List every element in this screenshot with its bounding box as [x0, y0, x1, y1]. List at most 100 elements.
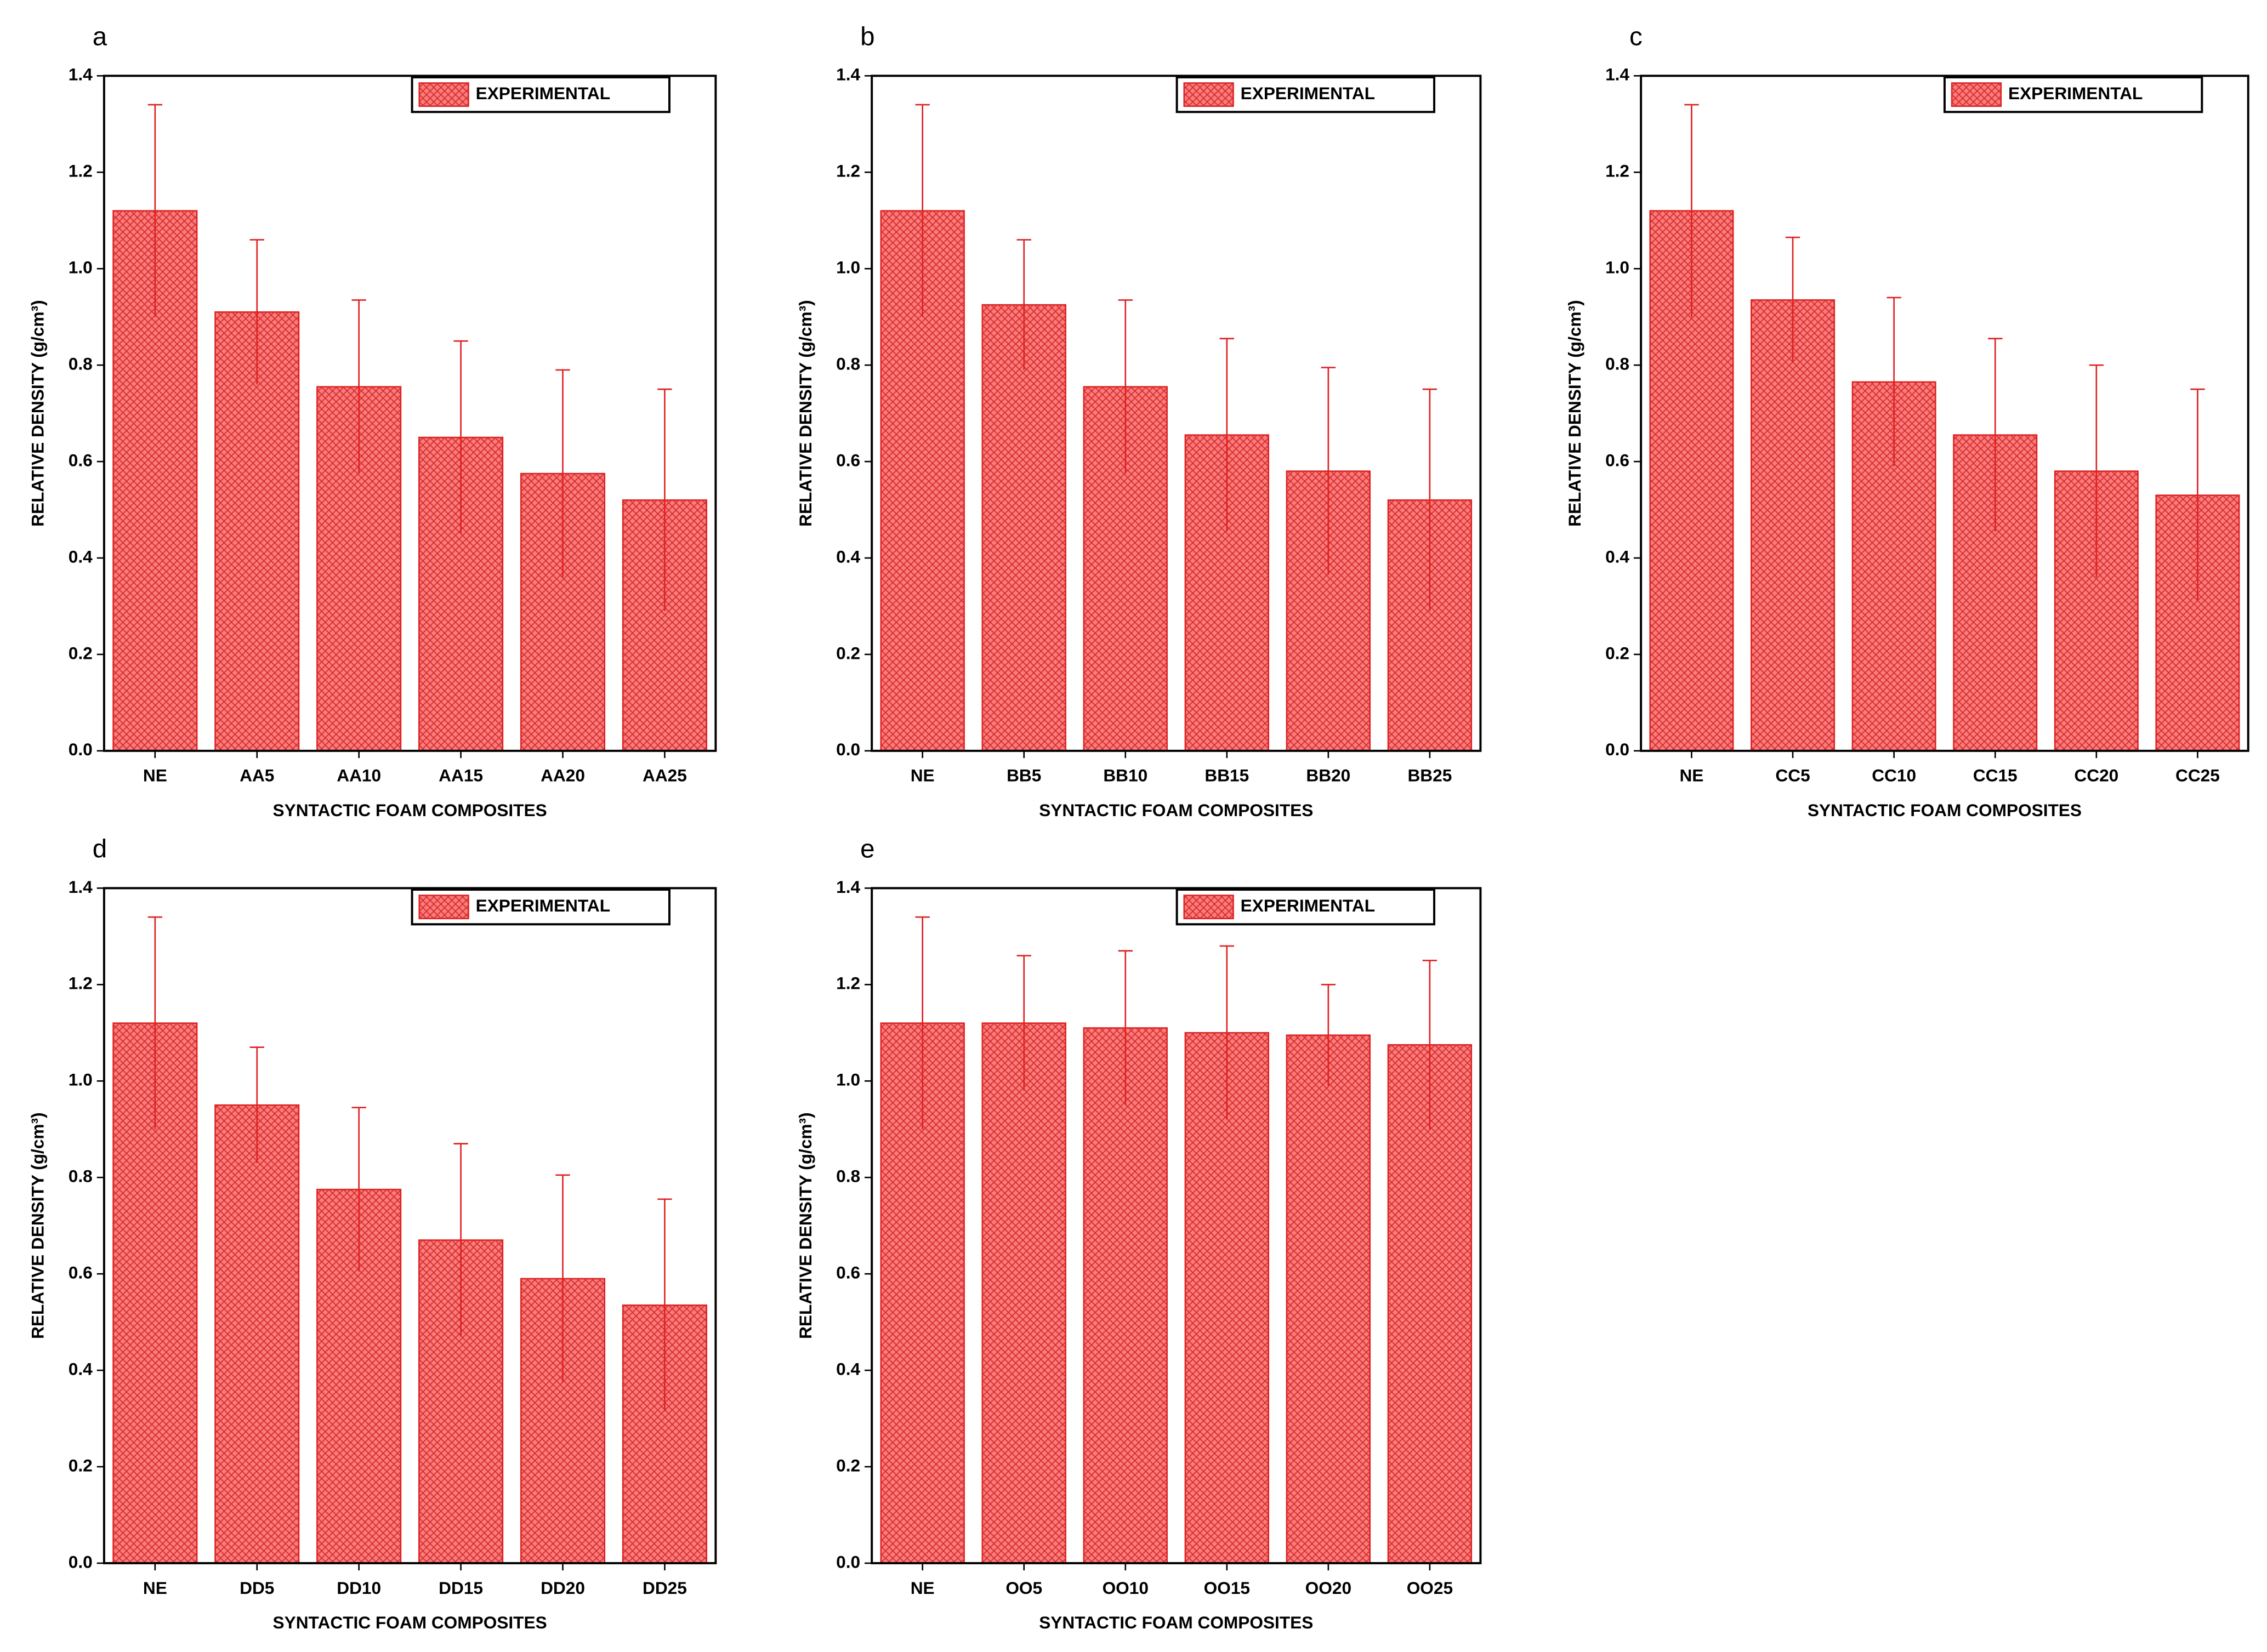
- y-tick-label: 0.4: [69, 1359, 93, 1378]
- x-tick-label: NE: [911, 766, 935, 785]
- panel: d 0.0 0.2 0.4 0.6 0.8 1.0 1.2 1.4 EXPERIMENTAL NE D…: [28, 834, 717, 1632]
- x-tick-label: CC10: [1872, 766, 1916, 785]
- x-tick-label: AA5: [240, 766, 274, 785]
- x-tick-label: AA25: [643, 766, 687, 785]
- y-tick-label: 0.8: [1605, 354, 1629, 373]
- y-tick-label: 0.4: [69, 546, 93, 566]
- x-tick-label: NE: [911, 1578, 935, 1598]
- x-tick-label: AA15: [439, 766, 483, 785]
- plot-frame: [1640, 75, 2249, 752]
- x-tick-label: AA20: [541, 766, 585, 785]
- legend-swatch-hatch: [1952, 83, 2001, 106]
- x-tick-label: NE: [143, 1578, 167, 1598]
- legend-swatch-hatch: [1184, 895, 1234, 919]
- panel-label: e: [860, 834, 874, 863]
- bar-hatch: [1751, 300, 1834, 751]
- x-tick-label: CC15: [1973, 766, 2018, 785]
- y-tick-label: 0.6: [69, 1262, 93, 1282]
- y-tick-label: 0.2: [836, 1455, 860, 1475]
- x-tick-label: DD15: [439, 1578, 483, 1598]
- y-tick-label: 1.0: [1605, 258, 1629, 277]
- legend-label: EXPERIMENTAL: [2008, 83, 2143, 103]
- y-tick-label: 0.0: [69, 1552, 93, 1571]
- y-tick-label: 1.0: [69, 258, 93, 277]
- x-axis-title: SYNTACTIC FOAM COMPOSITES: [1808, 800, 2082, 820]
- y-tick-label: 1.2: [69, 973, 93, 993]
- x-tick-label: DD20: [541, 1578, 585, 1598]
- x-tick-label: OO25: [1407, 1578, 1453, 1598]
- y-tick-label: 0.4: [1605, 546, 1629, 566]
- y-tick-label: 0.4: [836, 1359, 860, 1378]
- y-tick-label: 1.4: [1605, 65, 1629, 84]
- y-tick-label: 0.8: [69, 1166, 93, 1186]
- y-axis-title: RELATIVE DENSITY (g/cm³): [796, 300, 815, 527]
- legend-swatch-hatch: [419, 895, 469, 919]
- bar-hatch: [1388, 1045, 1471, 1563]
- y-tick-label: 1.0: [836, 1070, 860, 1090]
- y-tick-label: 1.2: [836, 161, 860, 181]
- panel: c 0.0 0.2 0.4 0.6 0.8 1.0 1.2 1.4 EXPERIMENTAL NE C…: [1565, 22, 2249, 820]
- y-tick-label: 0.2: [836, 643, 860, 663]
- y-tick-label: 1.0: [69, 1070, 93, 1090]
- y-tick-label: 0.2: [1605, 643, 1629, 663]
- y-tick-label: 0.2: [69, 643, 93, 663]
- y-axis-title: RELATIVE DENSITY (g/cm³): [1565, 300, 1584, 527]
- y-tick-label: 1.0: [836, 258, 860, 277]
- y-tick-label: 1.4: [69, 65, 93, 84]
- y-tick-label: 1.4: [836, 65, 860, 84]
- y-tick-label: 0.0: [836, 739, 860, 759]
- panel-label: d: [93, 834, 107, 863]
- x-tick-label: NE: [143, 766, 167, 785]
- y-tick-label: 0.6: [836, 450, 860, 470]
- x-tick-label: DD10: [337, 1578, 381, 1598]
- x-tick-label: BB10: [1103, 766, 1147, 785]
- y-tick-label: 0.4: [836, 546, 860, 566]
- x-tick-label: BB20: [1306, 766, 1350, 785]
- x-tick-label: BB5: [1007, 766, 1041, 785]
- y-tick-label: 1.4: [69, 877, 93, 897]
- x-axis-title: SYNTACTIC FOAM COMPOSITES: [273, 1613, 547, 1632]
- x-tick-label: CC25: [2175, 766, 2220, 785]
- plot-frame: [871, 75, 1482, 752]
- plot-frame: [871, 887, 1482, 1564]
- panel-label: b: [860, 22, 874, 51]
- panel-label: a: [93, 22, 107, 51]
- y-tick-label: 0.8: [836, 354, 860, 373]
- y-tick-label: 0.2: [69, 1455, 93, 1475]
- bar-hatch: [1286, 1035, 1370, 1563]
- legend-label: EXPERIMENTAL: [1241, 896, 1375, 915]
- x-axis-title: SYNTACTIC FOAM COMPOSITES: [273, 800, 547, 820]
- y-tick-label: 0.8: [69, 354, 93, 373]
- legend-swatch-hatch: [1184, 83, 1234, 106]
- y-tick-label: 1.2: [836, 973, 860, 993]
- bar-hatch: [982, 305, 1066, 751]
- x-tick-label: BB15: [1204, 766, 1249, 785]
- legend-label: EXPERIMENTAL: [1241, 83, 1375, 103]
- legend-label: EXPERIMENTAL: [476, 896, 610, 915]
- y-tick-label: 1.2: [69, 161, 93, 181]
- panel: b 0.0 0.2 0.4 0.6 0.8 1.0 1.2 1.4 EXPERIMENTAL NE B…: [796, 22, 1482, 820]
- legend-swatch-hatch: [419, 83, 469, 106]
- x-tick-label: AA10: [337, 766, 381, 785]
- x-axis-title: SYNTACTIC FOAM COMPOSITES: [1039, 800, 1313, 820]
- panel: e 0.0 0.2 0.4 0.6 0.8 1.0 1.2 1.4 EXPERIMENTAL NE O…: [796, 834, 1482, 1632]
- panel-label: c: [1629, 22, 1643, 51]
- y-tick-label: 0.0: [69, 739, 93, 759]
- y-tick-label: 0.0: [1605, 739, 1629, 759]
- y-tick-label: 0.6: [1605, 450, 1629, 470]
- plot-frame: [103, 887, 717, 1564]
- y-tick-label: 0.6: [836, 1262, 860, 1282]
- bar-hatch: [215, 312, 299, 751]
- x-tick-label: OO5: [1005, 1578, 1042, 1598]
- y-axis-title: RELATIVE DENSITY (g/cm³): [28, 300, 48, 527]
- y-tick-label: 1.4: [836, 877, 860, 897]
- x-tick-label: DD25: [643, 1578, 687, 1598]
- y-tick-label: 0.0: [836, 1552, 860, 1571]
- y-axis-title: RELATIVE DENSITY (g/cm³): [796, 1112, 815, 1339]
- legend-label: EXPERIMENTAL: [476, 83, 610, 103]
- x-tick-label: CC20: [2074, 766, 2118, 785]
- x-tick-label: CC5: [1775, 766, 1810, 785]
- x-tick-label: BB25: [1407, 766, 1452, 785]
- x-tick-label: DD5: [240, 1578, 274, 1598]
